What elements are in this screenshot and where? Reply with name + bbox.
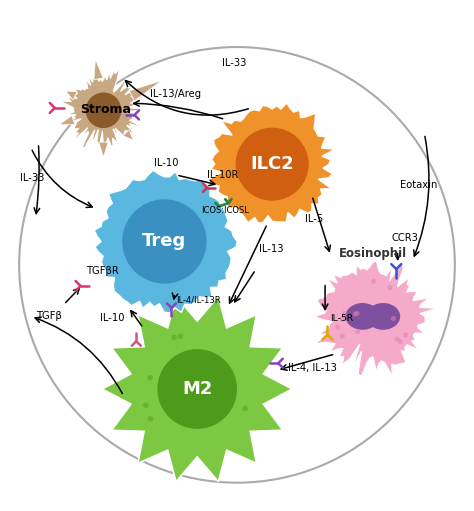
Polygon shape: [94, 170, 237, 313]
Circle shape: [178, 333, 183, 339]
Circle shape: [403, 332, 408, 338]
Text: TGFβR: TGFβR: [86, 266, 119, 276]
Circle shape: [391, 316, 396, 321]
Text: CCR3: CCR3: [391, 234, 418, 243]
Text: IL-5R: IL-5R: [330, 314, 353, 323]
Circle shape: [340, 334, 345, 339]
Circle shape: [157, 349, 237, 429]
Polygon shape: [66, 91, 77, 100]
Text: Eotaxin: Eotaxin: [400, 179, 438, 190]
Text: ICOS:ICOSL: ICOS:ICOSL: [201, 206, 249, 215]
Circle shape: [342, 311, 347, 316]
Text: IL-5: IL-5: [305, 214, 323, 224]
Circle shape: [398, 339, 403, 344]
Circle shape: [355, 311, 360, 316]
Text: Treg: Treg: [142, 233, 186, 250]
Polygon shape: [123, 130, 133, 140]
Ellipse shape: [366, 303, 400, 330]
Circle shape: [353, 312, 358, 317]
Polygon shape: [59, 68, 145, 148]
Polygon shape: [209, 103, 335, 223]
Polygon shape: [94, 59, 103, 80]
Circle shape: [143, 402, 149, 408]
Circle shape: [236, 128, 309, 201]
Text: IL-4, IL-13: IL-4, IL-13: [288, 363, 337, 373]
Text: Eosinophil: Eosinophil: [339, 247, 407, 260]
Text: IL-33: IL-33: [20, 173, 45, 182]
Polygon shape: [314, 261, 438, 377]
Circle shape: [86, 92, 121, 128]
Circle shape: [339, 317, 345, 322]
Polygon shape: [99, 142, 108, 157]
Polygon shape: [59, 115, 74, 125]
Text: M2: M2: [182, 380, 212, 398]
Polygon shape: [129, 81, 162, 101]
Text: ILC2: ILC2: [250, 155, 294, 173]
Text: IL-13: IL-13: [259, 244, 284, 254]
Text: Stroma: Stroma: [80, 103, 131, 116]
Text: IL-10: IL-10: [100, 313, 124, 323]
Circle shape: [147, 416, 153, 422]
Text: IL-10: IL-10: [154, 158, 178, 169]
Circle shape: [122, 199, 207, 284]
Ellipse shape: [346, 303, 380, 330]
Circle shape: [242, 406, 248, 411]
Text: TGFβ: TGFβ: [36, 311, 62, 321]
Circle shape: [172, 335, 177, 340]
Circle shape: [355, 329, 360, 334]
Circle shape: [147, 375, 153, 381]
Text: IL-10R: IL-10R: [208, 170, 239, 180]
Text: IL-4/IL-13R: IL-4/IL-13R: [176, 295, 221, 305]
Circle shape: [335, 324, 340, 330]
Text: IL-33: IL-33: [221, 58, 246, 68]
Polygon shape: [102, 296, 292, 482]
Text: IL-13/Areg: IL-13/Areg: [150, 89, 201, 99]
Circle shape: [387, 285, 392, 290]
Circle shape: [394, 337, 400, 342]
Circle shape: [371, 279, 376, 284]
